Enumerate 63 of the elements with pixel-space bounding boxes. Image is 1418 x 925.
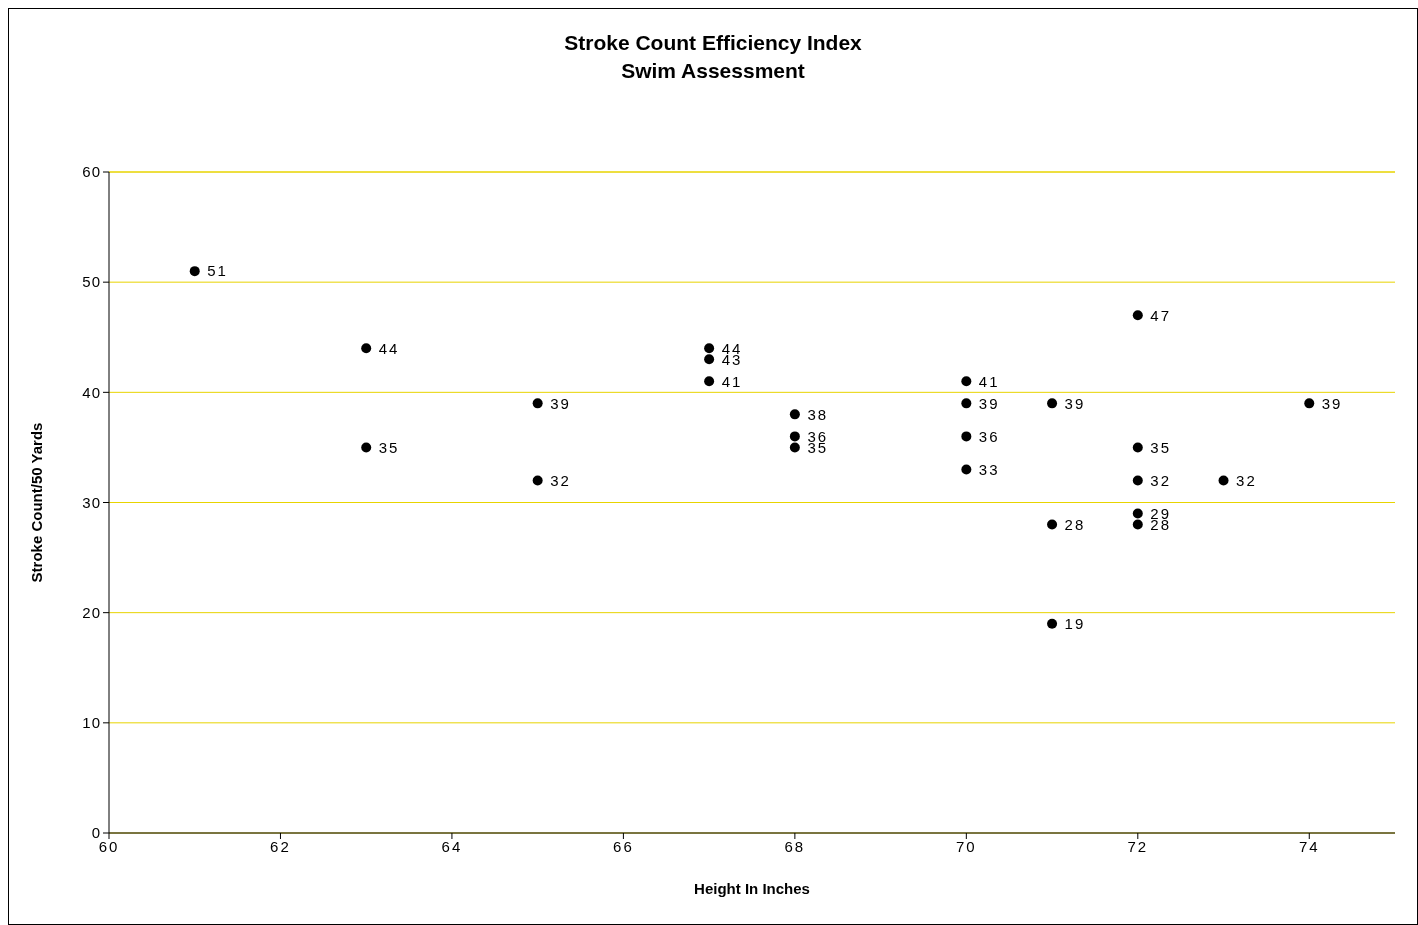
x-tick-label: 64 xyxy=(441,837,463,855)
x-axis-title: Height In Inches xyxy=(694,880,810,897)
data-label: 28 xyxy=(1064,515,1086,533)
data-label: 39 xyxy=(978,394,1000,412)
x-tick-label: 66 xyxy=(613,837,634,855)
point xyxy=(1132,508,1143,519)
data-label: 39 xyxy=(550,394,571,412)
point xyxy=(1132,442,1143,453)
point xyxy=(532,398,543,409)
point xyxy=(704,354,715,365)
point xyxy=(1132,310,1143,321)
point xyxy=(961,464,972,475)
point xyxy=(1304,398,1315,409)
chart-title: Stroke Count Efficiency Index xyxy=(563,30,863,56)
x-tick-label: 62 xyxy=(270,837,291,855)
x-tick-label: 72 xyxy=(1127,837,1149,855)
point xyxy=(704,343,715,354)
data-label: 35 xyxy=(1150,438,1171,456)
y-tick-label: 10 xyxy=(82,714,101,732)
y-axis-title: Stroke Count/50 Yards xyxy=(28,422,46,583)
data-label: 32 xyxy=(550,471,571,489)
chart-subtitle: Swim Assessment xyxy=(620,58,806,84)
point xyxy=(961,398,972,409)
data-label: 36 xyxy=(978,427,1000,445)
data-label: 47 xyxy=(1150,306,1171,324)
point xyxy=(532,475,543,486)
data-label: 39 xyxy=(1321,394,1343,412)
point xyxy=(1218,475,1229,486)
data-label: 32 xyxy=(1150,471,1171,489)
point xyxy=(189,266,200,277)
x-tick-label: 74 xyxy=(1298,837,1320,855)
point xyxy=(961,376,972,387)
y-tick-label: 30 xyxy=(82,493,101,511)
data-label: 38 xyxy=(807,405,829,423)
data-label: 39 xyxy=(1064,394,1086,412)
data-label: 32 xyxy=(1236,471,1257,489)
point xyxy=(789,442,800,453)
data-label: 44 xyxy=(378,339,400,357)
data-label: 41 xyxy=(721,372,743,390)
point xyxy=(1132,519,1143,530)
x-tick-label: 60 xyxy=(98,837,120,855)
point xyxy=(789,431,800,442)
point xyxy=(789,409,800,420)
point xyxy=(1132,475,1143,486)
x-tick-label: 68 xyxy=(784,837,806,855)
point xyxy=(1047,398,1058,409)
y-tick-label: 20 xyxy=(82,603,101,621)
point xyxy=(361,442,372,453)
point xyxy=(704,376,715,387)
data-label: 41 xyxy=(978,372,1000,390)
data-label: 33 xyxy=(978,460,1000,478)
data-label: 51 xyxy=(207,262,228,280)
y-tick-label: 40 xyxy=(82,383,101,401)
y-tick-label: 60 xyxy=(82,163,101,181)
y-tick-label: 50 xyxy=(82,273,101,291)
data-label: 19 xyxy=(1064,615,1086,633)
y-tick-label: 0 xyxy=(91,824,101,842)
point xyxy=(1047,519,1058,530)
point xyxy=(361,343,372,354)
point xyxy=(1047,618,1058,629)
data-label: 35 xyxy=(378,438,400,456)
point xyxy=(961,431,972,442)
x-tick-label: 70 xyxy=(955,837,977,855)
